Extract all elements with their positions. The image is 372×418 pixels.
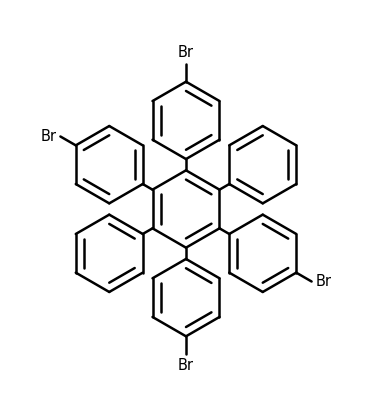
Text: Br: Br <box>41 129 57 144</box>
Text: Br: Br <box>178 358 194 373</box>
Text: Br: Br <box>178 45 194 60</box>
Text: Br: Br <box>315 274 331 289</box>
